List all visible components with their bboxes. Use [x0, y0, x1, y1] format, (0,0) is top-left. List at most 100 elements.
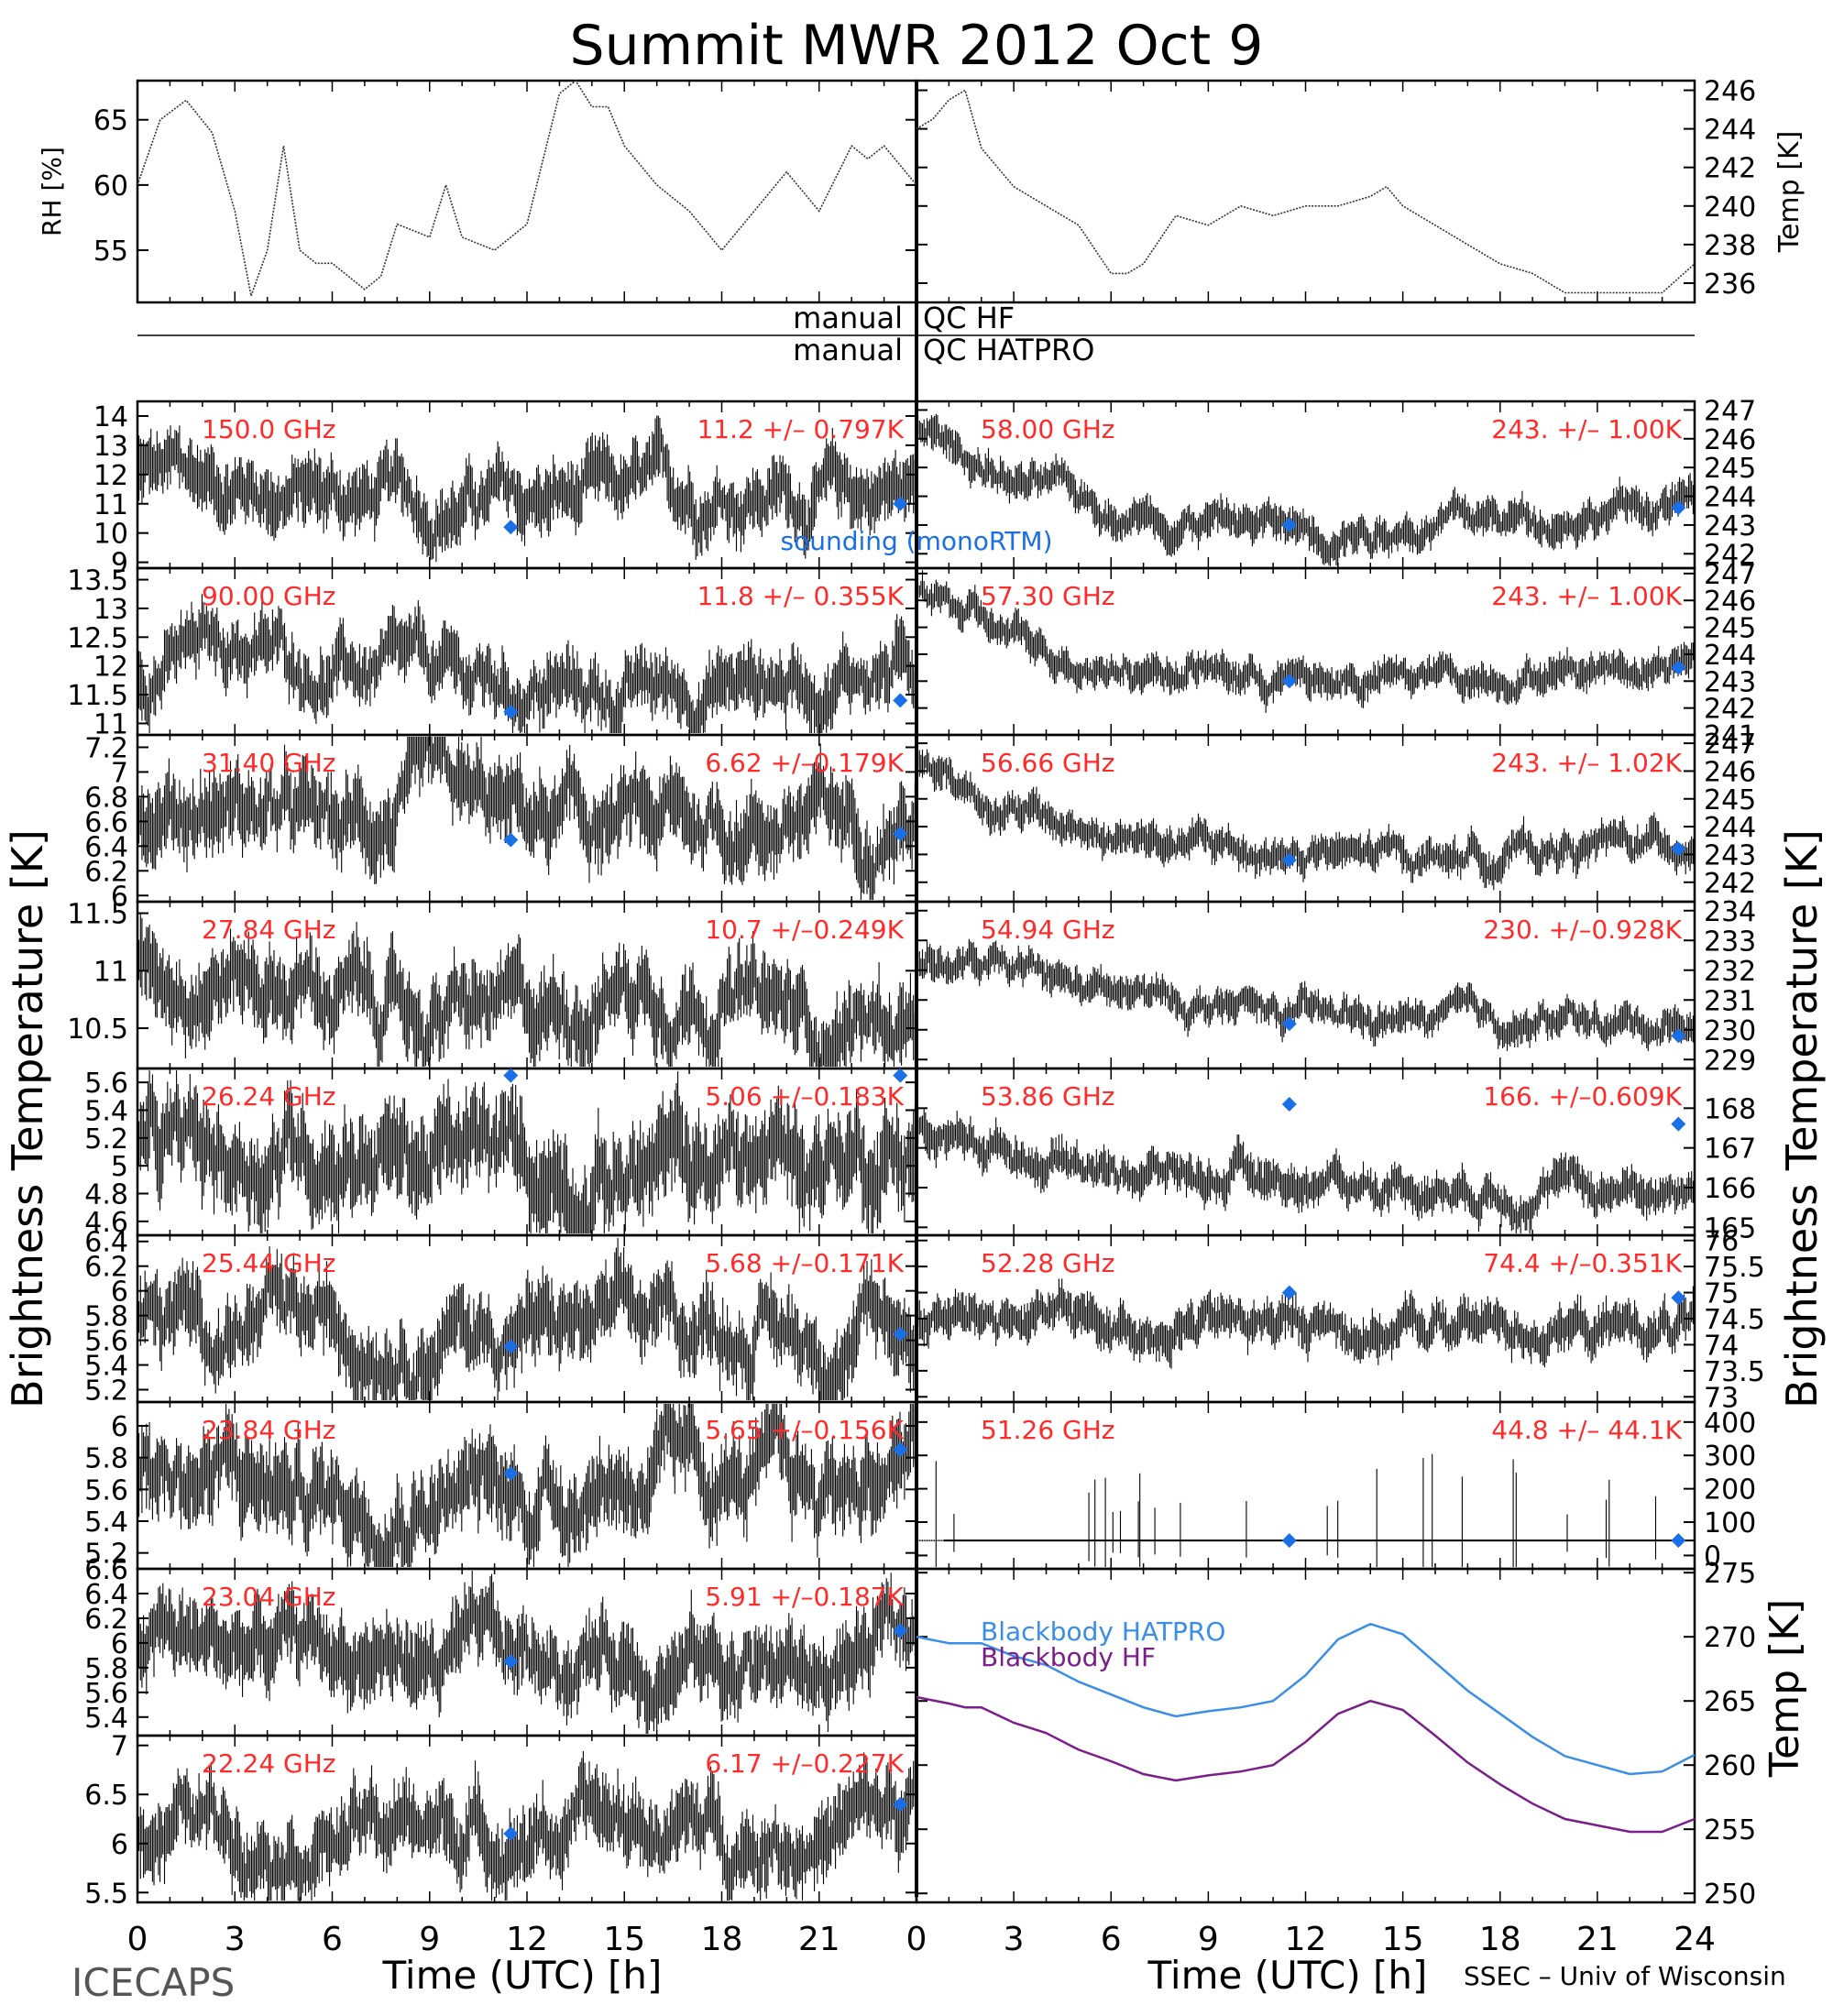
channel-2544-series [137, 1238, 917, 1400]
channel-2304-ytick-label: 6 [111, 1628, 128, 1660]
temp-panel-frame [915, 79, 1696, 304]
channel-2544-ytick-label: 5.6 [84, 1326, 128, 1358]
channel-9000-sounding-marker [503, 704, 519, 719]
rh-ytick-label: 60 [93, 170, 128, 203]
channel-2624-ytick-label: 5.6 [84, 1068, 128, 1100]
channel-2624-sounding-marker [503, 1068, 519, 1083]
channel-2384-ytick-label: 6 [111, 1411, 128, 1443]
channel-2304-ytick-label: 5.8 [84, 1653, 128, 1685]
temp-ytick-label: 240 [1704, 192, 1756, 224]
channel-2784-ytick-label: 11.5 [67, 899, 128, 931]
channel-9000-stat-label: 11.8 +/– 0.355K [697, 581, 904, 611]
channel-2304-ytick-label: 5.4 [84, 1703, 128, 1735]
channel-1500-ytick-label: 12 [93, 460, 128, 492]
qc-area: manual QC HF manual QC HATPRO [137, 301, 1695, 367]
channel-1500-frequency-label: 150.0 GHz [202, 414, 336, 444]
channel-2304-sounding-marker [503, 1654, 519, 1670]
channel-3140-ytick-label: 6.6 [84, 806, 128, 838]
channel-1500-sounding-marker [893, 496, 908, 511]
channel-2544-sounding-marker [503, 1339, 519, 1354]
rh-series-line [137, 79, 917, 299]
channel-2384-ytick-label: 5.4 [84, 1507, 128, 1539]
channel-3140-stat-label: 6.62 +/–0.179K [705, 748, 904, 778]
channel-1500-sounding-marker [503, 520, 519, 535]
temp-ytick-label: 236 [1704, 268, 1756, 301]
temp-ytick-label: 244 [1704, 115, 1756, 147]
channel-3140-ytick-label: 7 [111, 757, 128, 789]
channel-3140-sounding-marker [893, 826, 908, 841]
channel-2624-ytick-label: 5 [111, 1151, 128, 1183]
channel-3140-ytick-label: 6.4 [84, 831, 128, 863]
qc-label-hf: QC HF [923, 301, 1015, 335]
channel-2784-ytick-label: 10.5 [67, 1013, 128, 1046]
channel-9000-ytick-label: 13 [93, 594, 128, 626]
temp-ytick-label: 246 [1704, 76, 1756, 108]
channel-2224-ytick-label: 5.5 [84, 1878, 128, 1910]
channel-2784-frequency-label: 27.84 GHz [202, 915, 336, 945]
channel-2624-ytick-label: 4.8 [84, 1179, 128, 1211]
channel-9000-series [137, 594, 917, 733]
channel-9000-ytick-label: 11 [93, 708, 128, 740]
channel-2624-ytick-label: 4.6 [84, 1207, 128, 1239]
channel-2784-series [137, 912, 917, 1067]
channel-1500-ytick-label: 13 [93, 431, 128, 463]
channel-2384-ytick-label: 5.6 [84, 1474, 128, 1507]
channel-9000-ytick-label: 12.5 [67, 622, 128, 654]
channel-2304-series [137, 1571, 917, 1734]
channel-2784-stat-label: 10.7 +/–0.249K [705, 915, 904, 945]
rh-ytick-label: 55 [93, 236, 128, 268]
channel-2304-stat-label: 5.91 +/–0.187K [705, 1582, 904, 1612]
channel-2304-sounding-marker [893, 1623, 908, 1638]
channel-2544-ytick-label: 5.4 [84, 1351, 128, 1383]
channel-2624-ytick-label: 5.2 [84, 1123, 128, 1156]
channel-2384-frequency-label: 23.84 GHz [202, 1415, 336, 1445]
qc-label-hatpro: QC HATPRO [923, 333, 1094, 367]
channel-3140-ytick-label: 6.8 [84, 782, 128, 814]
channel-9000-ytick-label: 13.5 [67, 565, 128, 597]
channel-2544-ytick-label: 6 [111, 1276, 128, 1309]
channel-2624-stat-label: 5.06 +/–0.183K [705, 1081, 904, 1112]
channel-2384-ytick-label: 5.8 [84, 1443, 128, 1475]
channel-2544-ytick-label: 6.2 [84, 1252, 128, 1284]
channel-3140-frequency-label: 31.40 GHz [202, 748, 336, 778]
channel-2224-ytick-label: 7 [111, 1731, 128, 1763]
channel-2624-sounding-marker [893, 1068, 908, 1083]
channel-9000-ytick-label: 11.5 [67, 680, 128, 712]
channel-1500-ytick-label: 14 [93, 401, 128, 433]
channel-2224-ytick-label: 6 [111, 1829, 128, 1861]
channel-2544-sounding-marker [893, 1326, 908, 1342]
channel-3140-ytick-label: 6.2 [84, 856, 128, 888]
channel-1500-ytick-label: 11 [93, 489, 128, 521]
channel-3140-ytick-label: 7.2 [84, 732, 128, 764]
rh-ytick-label: 65 [93, 105, 128, 137]
channel-2544-ytick-label: 6.4 [84, 1227, 128, 1259]
channel-2224-ytick-label: 6.5 [84, 1780, 128, 1812]
channel-2544-frequency-label: 25.44 GHz [202, 1248, 336, 1278]
channel-2624-series [137, 1070, 917, 1233]
qc-label-manual-hatpro: manual [793, 333, 903, 367]
channel-1500-stat-label: 11.2 +/– 0.797K [697, 414, 904, 444]
channel-9000-sounding-marker [893, 693, 908, 708]
qc-label-manual-hf: manual [793, 301, 903, 335]
channel-2624-frequency-label: 26.24 GHz [202, 1081, 336, 1112]
channel-9000-ytick-label: 12 [93, 652, 128, 684]
channel-2304-ytick-label: 6.4 [84, 1579, 128, 1611]
channel-2384-sounding-marker [893, 1442, 908, 1457]
channel-1500-ytick-label: 10 [93, 519, 128, 551]
channel-2544-ytick-label: 5.8 [84, 1301, 128, 1333]
channel-9000-frequency-label: 90.00 GHz [202, 581, 336, 611]
channel-1500-ytick-label: 9 [111, 548, 128, 580]
channel-2304-frequency-label: 23.04 GHz [202, 1582, 336, 1612]
temp-ytick-label: 238 [1704, 230, 1756, 262]
channel-2384-sounding-marker [503, 1466, 519, 1481]
rh-axis-label: RH [%] [37, 147, 67, 236]
channel-2384-stat-label: 5.65 +/–0.156K [705, 1415, 904, 1445]
channel-1500-series [137, 415, 917, 563]
figure-title: Summit MWR 2012 Oct 9 [570, 14, 1264, 78]
channel-2304-ytick-label: 6.2 [84, 1604, 128, 1636]
channel-3140-ytick-label: 6 [111, 881, 128, 913]
channel-2544-ytick-label: 5.2 [84, 1375, 128, 1408]
channel-2544-stat-label: 5.68 +/–0.171K [705, 1248, 904, 1278]
